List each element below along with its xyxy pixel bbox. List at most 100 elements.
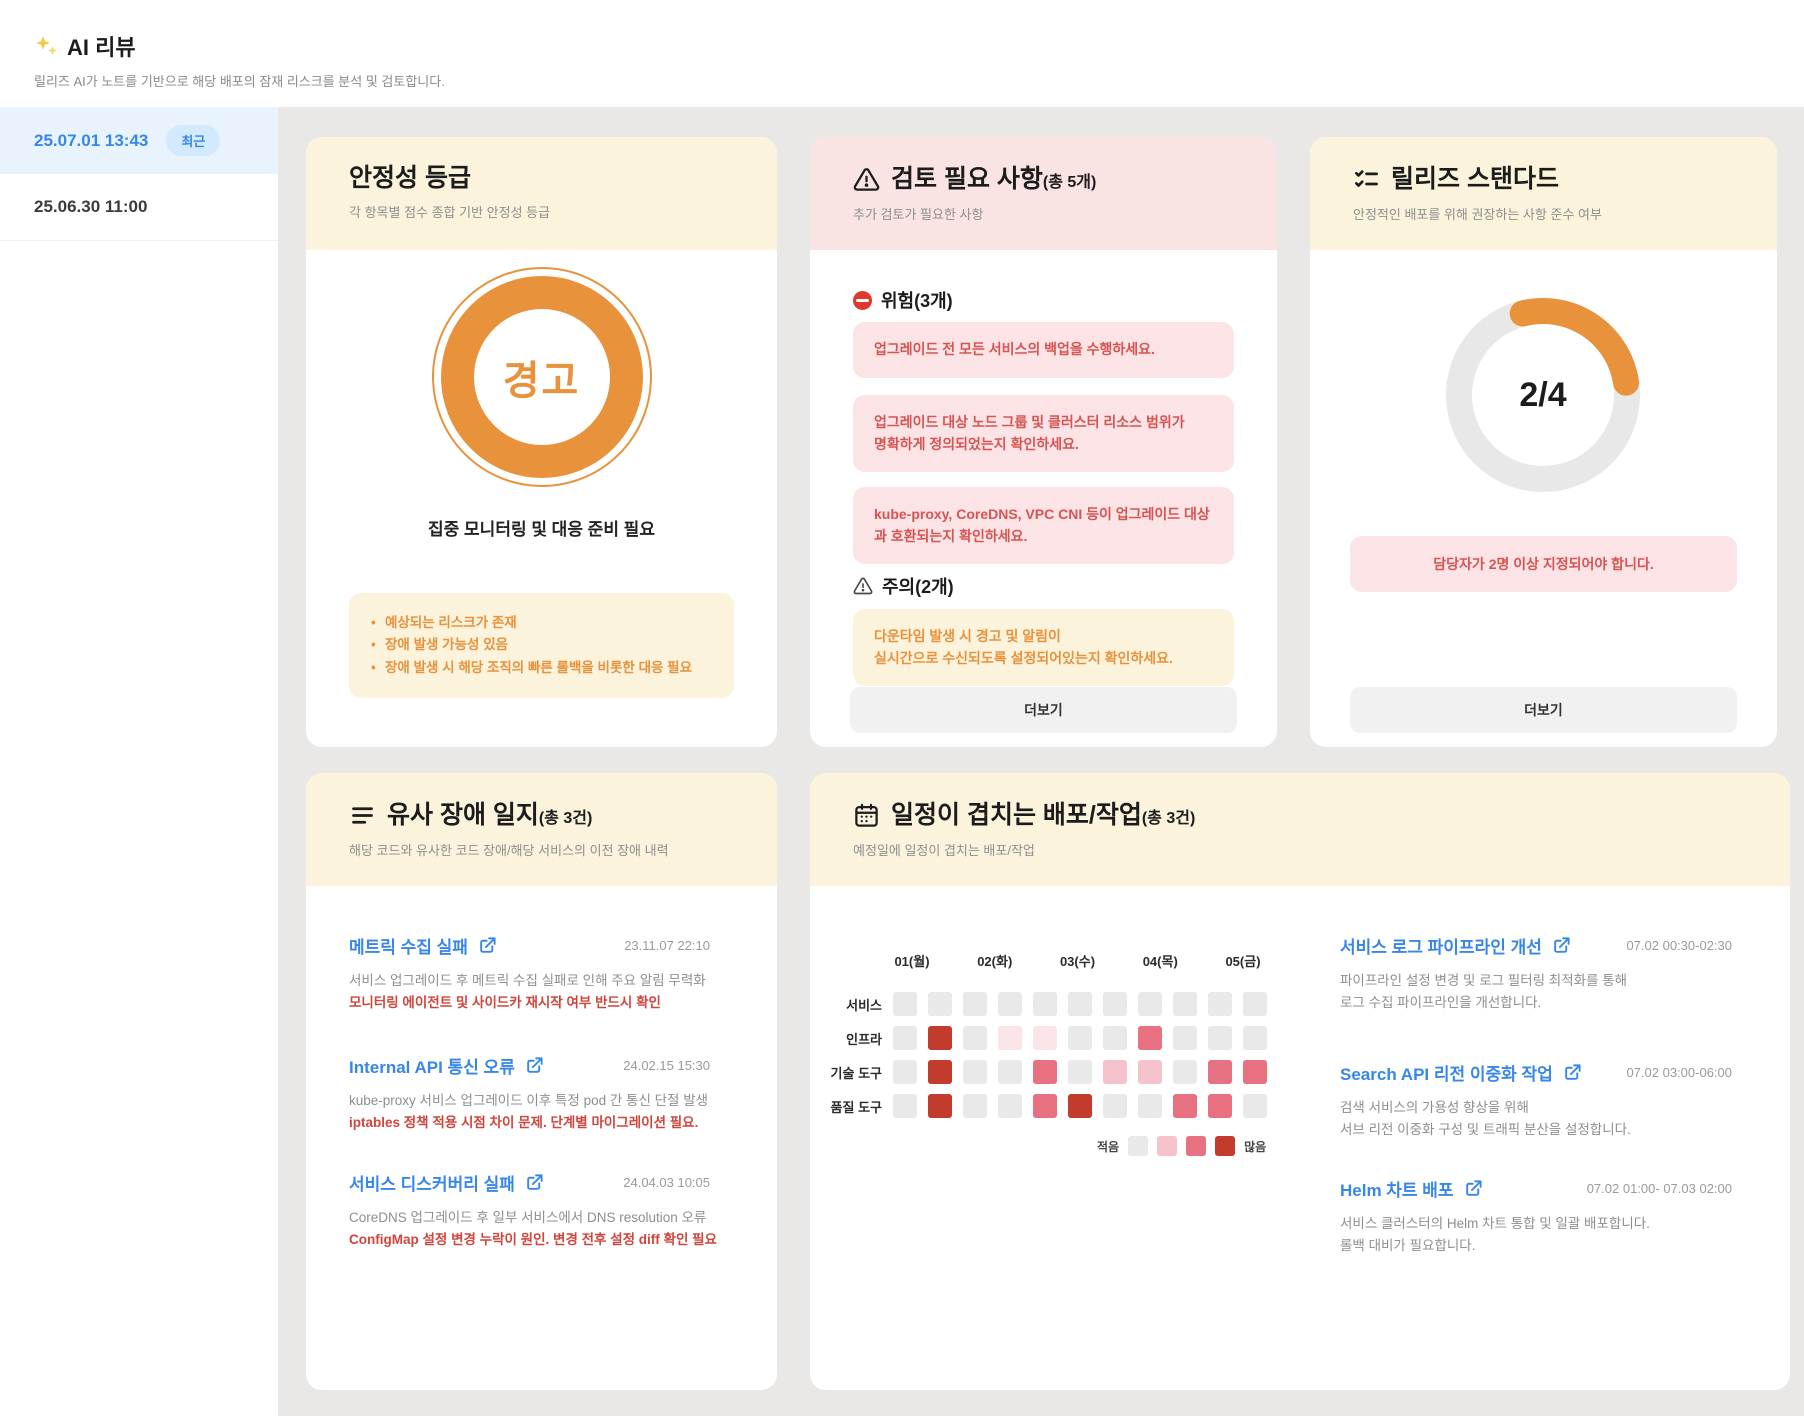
heatmap-cell	[928, 992, 952, 1016]
heatmap-cell	[1243, 1026, 1267, 1050]
calendar-icon	[853, 802, 880, 829]
incident-desc: CoreDNS 업그레이드 후 일부 서비스에서 DNS resolution …	[349, 1210, 707, 1225]
external-link-icon[interactable]	[478, 936, 497, 955]
review-more-button[interactable]: 더보기	[850, 687, 1237, 733]
heatmap-cell	[1068, 1026, 1092, 1050]
heatmap-cell	[893, 1094, 917, 1118]
schedule-count: (총 3건)	[1141, 810, 1196, 827]
heatmap-cell	[893, 1026, 917, 1050]
external-link-icon[interactable]	[525, 1173, 544, 1192]
stability-note: 장애 발생 시 해당 조직의 빠른 롤백을 비롯한 대응 필요	[371, 657, 712, 680]
incident-item: 메트릭 수집 실패 23.11.07 22:10 서비스 업그레이드 후 메트릭…	[349, 933, 740, 1013]
incident-highlight: ConfigMap 설정 변경 누락이 원인. 변경 전후 설정 diff 확인…	[349, 1231, 717, 1247]
grade-ring: 경고	[440, 276, 643, 478]
stability-grade-badge: 경고	[431, 267, 652, 487]
stability-notes-box: 예상되는 리스크가 존재 장애 발생 가능성 있음 장애 발생 시 해당 조직의…	[349, 593, 734, 698]
schedule-link[interactable]: Search API 리전 이중화 작업	[1340, 1065, 1553, 1084]
list-icon	[349, 802, 376, 829]
incident-time: 23.11.07 22:10	[624, 938, 710, 953]
heatmap-cell	[1068, 1094, 1092, 1118]
schedule-time: 07.02 01:00- 07.03 02:00	[1586, 1181, 1732, 1196]
legend-swatch	[1215, 1136, 1236, 1156]
schedule-item: Helm 차트 배포 07.02 01:00- 07.03 02:00 서비스 …	[1340, 1176, 1732, 1256]
caution-item: 다운타임 발생 시 경고 및 알림이 실시간으로 수신되도록 설정되어있는지 확…	[853, 609, 1234, 687]
standard-title: 릴리즈 스탠다드	[1391, 165, 1559, 193]
heatmap-cell	[1033, 992, 1057, 1016]
page-header: AI 리뷰 릴리즈 AI가 노트를 기반으로 해당 배포의 잠재 리스크를 분석…	[0, 0, 1804, 107]
heatmap-row-label: 기술 도구	[830, 1065, 882, 1081]
danger-item: 업그레이드 대상 노드 그룹 및 클러스터 리소스 범위가 명확하게 정의되었는…	[853, 395, 1234, 473]
sparkles-icon	[34, 34, 58, 58]
incident-item: 서비스 디스커버리 실패 24.04.03 10:05 CoreDNS 업그레이…	[349, 1170, 740, 1250]
heatmap-cell	[1103, 1094, 1127, 1118]
review-subtitle: 추가 검토가 필요한 사항	[853, 207, 984, 222]
sidebar-item-review-latest[interactable]: 25.07.01 13:43 최근	[0, 107, 278, 174]
heatmap-cell	[1138, 992, 1162, 1016]
incident-link[interactable]: Internal API 통신 오류	[349, 1058, 515, 1077]
schedule-item: 서비스 로그 파이프라인 개선 07.02 00:30-02:30 파이프라인 …	[1340, 933, 1732, 1013]
legend-low-label: 적음	[1097, 1139, 1120, 1154]
heatmap-cell	[1243, 1060, 1267, 1084]
external-link-icon[interactable]	[1563, 1063, 1582, 1082]
incidents-title: 유사 장애 일지	[387, 801, 539, 829]
schedule-link[interactable]: 서비스 로그 파이프라인 개선	[1340, 938, 1542, 957]
legend-swatch	[1128, 1136, 1149, 1156]
sidebar: 25.07.01 13:43 최근 25.06.30 11:00	[0, 107, 278, 1416]
page-subtitle: 릴리즈 AI가 노트를 기반으로 해당 배포의 잠재 리스크를 분석 및 검토합…	[34, 74, 445, 89]
warning-triangle-icon	[853, 166, 880, 193]
standard-subtitle: 안정적인 배포를 위해 권장하는 사항 준수 여부	[1353, 207, 1602, 222]
schedule-link[interactable]: Helm 차트 배포	[1340, 1181, 1454, 1200]
schedule-time: 07.02 00:30-02:30	[1626, 938, 1732, 953]
incident-desc: kube-proxy 서비스 업그레이드 이후 특정 pod 간 통신 단절 발…	[349, 1093, 709, 1108]
caution-triangle-icon	[853, 576, 873, 596]
legend-high-label: 많음	[1244, 1139, 1267, 1154]
standard-card-header: 릴리즈 스탠다드 안정적인 배포를 위해 권장하는 사항 준수 여부	[1310, 137, 1777, 250]
heatmap-cell	[1208, 992, 1232, 1016]
incidents-subtitle: 해당 코드와 유사한 코드 장애/해당 서비스의 이전 장애 내력	[349, 843, 669, 858]
incident-highlight: 모니터링 에이전트 및 사이드카 재시작 여부 반드시 확인	[349, 994, 661, 1010]
schedule-desc: 검색 서비스의 가용성 향상을 위해 서브 리전 이중화 구성 및 트래픽 분산…	[1340, 1100, 1631, 1137]
heatmap-cell	[963, 1060, 987, 1084]
heatmap-cell	[928, 1094, 952, 1118]
incidents-count: (총 3건)	[538, 810, 593, 827]
review-needed-card: 검토 필요 사항(총 5개) 추가 검토가 필요한 사항 위험(3개) 업그레이…	[810, 137, 1277, 747]
heatmap-cell	[998, 1060, 1022, 1084]
external-link-icon[interactable]	[1552, 936, 1571, 955]
review-date: 25.06.30 11:00	[34, 197, 148, 216]
review-card-header: 검토 필요 사항(총 5개) 추가 검토가 필요한 사항	[810, 137, 1277, 250]
schedule-time: 07.02 03:00-06:00	[1626, 1065, 1732, 1080]
heatmap-cell	[1138, 1026, 1162, 1050]
standard-more-button[interactable]: 더보기	[1350, 687, 1737, 733]
heatmap-legend: 적음 많음	[1097, 1136, 1266, 1156]
standard-alert: 담당자가 2명 이상 지정되어야 합니다.	[1350, 536, 1737, 592]
heatmap-grid: 서비스 인프라 기술 도구 품질 도구	[824, 992, 1294, 1118]
heatmap-row-label: 인프라	[846, 1031, 882, 1047]
incident-time: 24.02.15 15:30	[623, 1058, 710, 1073]
heatmap-cell	[1033, 1094, 1057, 1118]
heatmap-cell	[1208, 1026, 1232, 1050]
heatmap-day-label: 04(목)	[1142, 954, 1178, 969]
external-link-icon[interactable]	[525, 1056, 544, 1075]
danger-section-label: 위험(3개)	[853, 287, 953, 313]
heatmap-day-label: 01(월)	[894, 954, 930, 969]
heatmap-cell	[928, 1060, 952, 1084]
incident-link[interactable]: 서비스 디스커버리 실패	[349, 1175, 515, 1194]
schedule-desc: 파이프라인 설정 변경 및 로그 필터링 최적화를 통해 로그 수집 파이프라인…	[1340, 973, 1628, 1010]
heatmap-cell	[963, 992, 987, 1016]
external-link-icon[interactable]	[1464, 1179, 1483, 1198]
review-date: 25.07.01 13:43	[34, 130, 149, 150]
no-entry-icon	[853, 290, 872, 310]
schedule-title: 일정이 겹치는 배포/작업	[891, 801, 1142, 829]
incidents-card-header: 유사 장애 일지(총 3건) 해당 코드와 유사한 코드 장애/해당 서비스의 …	[306, 773, 777, 886]
sidebar-item-review-previous[interactable]: 25.06.30 11:00	[0, 174, 278, 241]
heatmap-day-headers: 01(월) 02(화) 03(수) 04(목) 05(금)	[887, 951, 1268, 970]
incident-link[interactable]: 메트릭 수집 실패	[349, 938, 468, 957]
similar-incidents-card: 유사 장애 일지(총 3건) 해당 코드와 유사한 코드 장애/해당 서비스의 …	[306, 773, 777, 1390]
danger-item: 업그레이드 전 모든 서비스의 백업을 수행하세요.	[853, 322, 1234, 378]
heatmap-cell	[1103, 1060, 1127, 1084]
incident-time: 24.04.03 10:05	[623, 1175, 710, 1190]
heatmap-row-label: 품질 도구	[830, 1099, 882, 1115]
heatmap-cell	[998, 1094, 1022, 1118]
schedule-heatmap: 01(월) 02(화) 03(수) 04(목) 05(금) 서비스 인프라 기술 도구 품질 …	[824, 951, 1294, 1118]
